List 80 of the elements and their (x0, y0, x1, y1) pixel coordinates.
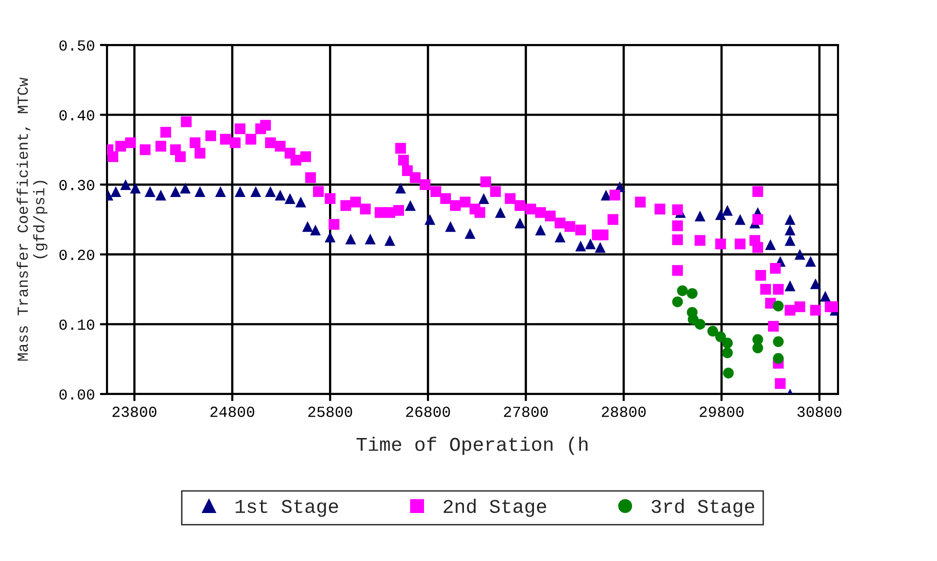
y-tick-label: 0.00 (59, 389, 94, 400)
point (274, 190, 286, 200)
point (772, 336, 784, 348)
point (734, 214, 746, 225)
point (170, 186, 181, 197)
point (765, 239, 776, 250)
x-axis-title: Time of Operation (h (356, 436, 588, 455)
point (395, 182, 406, 194)
y-tick-label: 0.40 (59, 110, 94, 120)
x-tick-label: 27800 (504, 406, 548, 418)
point (715, 209, 726, 220)
point (794, 249, 806, 260)
point (575, 240, 586, 252)
point (265, 186, 276, 197)
legend-label: 3rd Stage (652, 498, 754, 517)
point (514, 218, 526, 228)
y-tick-label: 0.50 (59, 40, 94, 51)
point (772, 353, 784, 364)
point (554, 232, 566, 242)
y-tick-label: 0.10 (59, 320, 94, 330)
point (295, 196, 306, 208)
y-tick-label: 0.30 (59, 180, 94, 190)
point (495, 207, 506, 218)
point (722, 205, 733, 216)
point (180, 182, 191, 194)
point (215, 186, 226, 197)
point (820, 290, 831, 302)
point (694, 210, 706, 222)
point (284, 193, 296, 204)
point (784, 280, 796, 292)
point (694, 318, 706, 330)
point (250, 186, 262, 197)
point (324, 232, 336, 242)
point (784, 235, 796, 246)
point (722, 338, 733, 348)
x-tick-label: 25800 (308, 406, 352, 418)
point (345, 234, 356, 244)
point (752, 342, 764, 354)
x-tick-label: 28800 (602, 406, 646, 418)
point (478, 193, 490, 204)
point (130, 182, 141, 194)
point (810, 278, 821, 290)
point (805, 256, 816, 267)
point (672, 296, 683, 308)
point (445, 221, 456, 232)
point (722, 347, 733, 358)
legend-label: 2nd Stage (444, 498, 546, 517)
point (364, 234, 376, 244)
point (424, 214, 436, 225)
point (464, 228, 476, 239)
point (784, 214, 796, 225)
y-tick-label: 0.20 (59, 250, 94, 260)
point (707, 326, 718, 337)
point (772, 300, 784, 312)
point (384, 235, 396, 246)
point (585, 238, 596, 250)
point (723, 368, 734, 378)
point (594, 242, 606, 253)
point (155, 190, 166, 200)
point (310, 224, 321, 236)
x-tick-label: 30800 (797, 406, 842, 418)
y-axis-title: Mass Transfer Coefficient, MTCw (gfd/psi) (16, 78, 48, 361)
x-tick-label: 26800 (406, 406, 450, 418)
point (784, 224, 796, 236)
point (194, 186, 206, 197)
point (302, 221, 313, 232)
point (686, 288, 698, 299)
point (535, 224, 546, 236)
point (110, 186, 122, 197)
point (404, 200, 416, 211)
legend-label: 1st Stage (236, 500, 338, 517)
x-tick-label: 23800 (112, 406, 156, 418)
point (600, 190, 612, 200)
x-tick-label: 24800 (210, 406, 254, 418)
point (234, 186, 246, 197)
point (677, 285, 688, 296)
point (715, 331, 726, 342)
point (120, 179, 131, 190)
x-tick-label: 29800 (700, 406, 744, 418)
point (144, 186, 156, 197)
